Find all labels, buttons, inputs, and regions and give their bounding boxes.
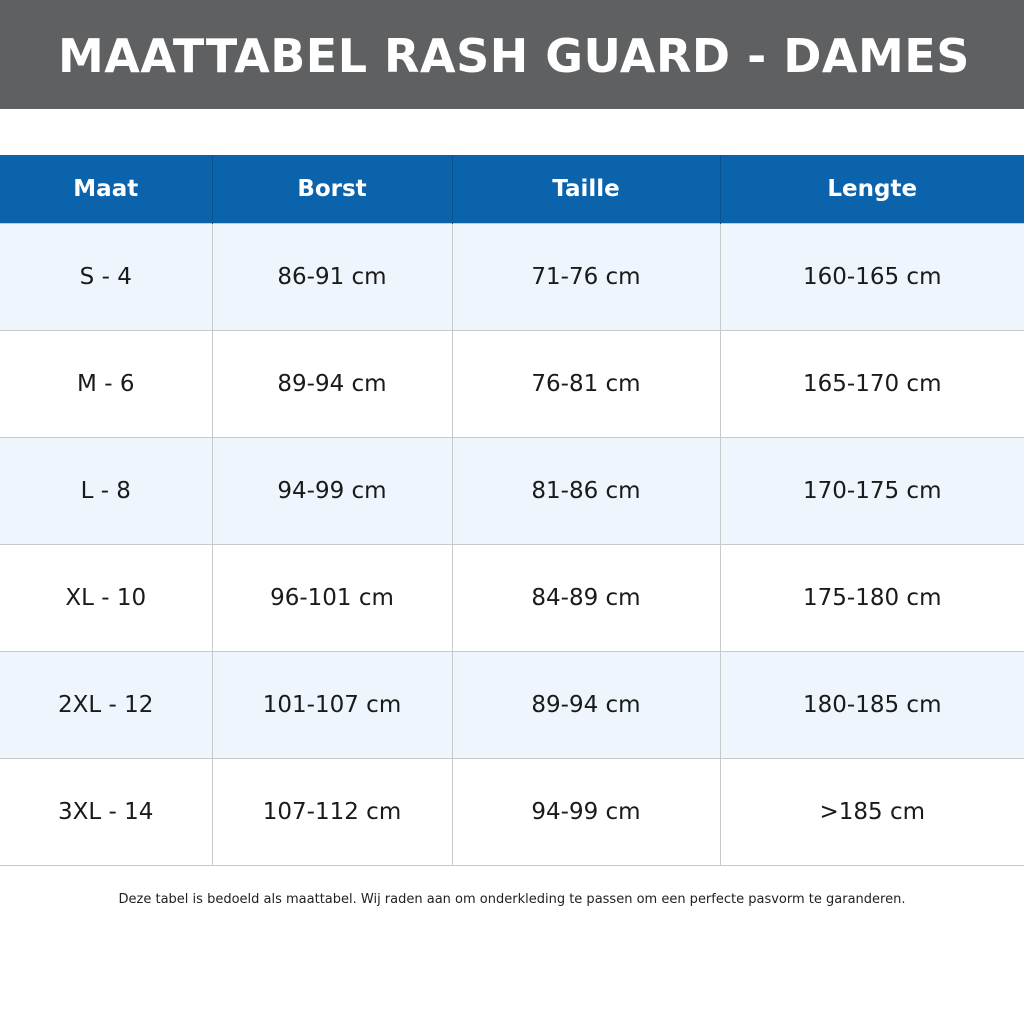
cell-taille: 71-76 cm [451,223,720,331]
cell-maat: L - 8 [0,437,212,545]
cell-borst: 96-101 cm [211,544,452,652]
cell-maat: S - 4 [0,223,212,331]
cell-maat: 3XL - 14 [0,758,212,866]
cell-lengte: 180-185 cm [719,651,1024,759]
cell-borst: 101-107 cm [211,651,452,759]
cell-taille: 94-99 cm [451,758,720,866]
cell-lengte: 170-175 cm [719,437,1024,545]
column-header-taille: Taille [451,155,720,224]
cell-maat: 2XL - 12 [0,651,212,759]
title-bar: MAATTABEL RASH GUARD - DAMES [0,0,1024,109]
cell-taille: 76-81 cm [451,330,720,438]
footnote: Deze tabel is bedoeld als maattabel. Wij… [118,892,906,907]
table-row: 2XL - 12 101-107 cm 89-94 cm 180-185 cm [0,651,1024,759]
size-table: Maat Borst Taille Lengte S - 4 86-91 cm … [0,155,1024,866]
table-row: 3XL - 14 107-112 cm 94-99 cm >185 cm [0,758,1024,866]
cell-lengte: 165-170 cm [719,330,1024,438]
cell-lengte: 160-165 cm [719,223,1024,331]
cell-borst: 107-112 cm [211,758,452,866]
cell-maat: XL - 10 [0,544,212,652]
table-row: M - 6 89-94 cm 76-81 cm 165-170 cm [0,330,1024,438]
cell-taille: 81-86 cm [451,437,720,545]
table-header-row: Maat Borst Taille Lengte [0,155,1024,224]
column-header-borst: Borst [211,155,452,224]
column-header-lengte: Lengte [719,155,1024,224]
page-title: MAATTABEL RASH GUARD - DAMES [58,29,970,83]
cell-taille: 84-89 cm [451,544,720,652]
cell-maat: M - 6 [0,330,212,438]
cell-borst: 89-94 cm [211,330,452,438]
column-header-maat: Maat [0,155,212,224]
cell-borst: 94-99 cm [211,437,452,545]
cell-lengte: 175-180 cm [719,544,1024,652]
table-row: L - 8 94-99 cm 81-86 cm 170-175 cm [0,437,1024,545]
table-row: XL - 10 96-101 cm 84-89 cm 175-180 cm [0,544,1024,652]
cell-borst: 86-91 cm [211,223,452,331]
cell-taille: 89-94 cm [451,651,720,759]
table-row: S - 4 86-91 cm 71-76 cm 160-165 cm [0,223,1024,331]
cell-lengte: >185 cm [719,758,1024,866]
